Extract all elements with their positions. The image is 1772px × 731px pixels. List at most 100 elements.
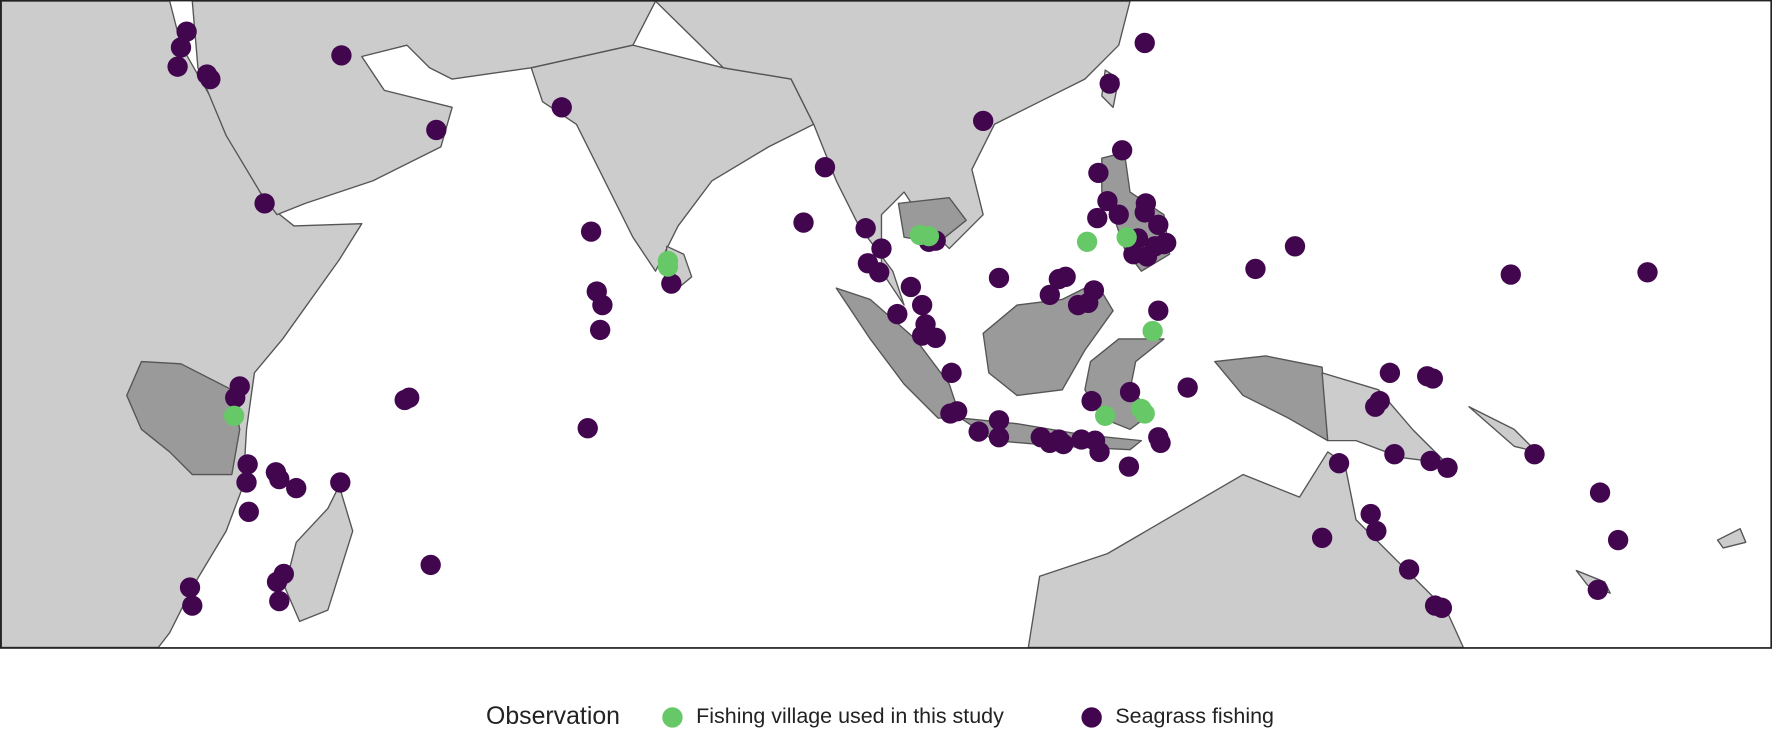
seagrass-point bbox=[236, 472, 257, 493]
seagrass-point bbox=[1366, 520, 1387, 542]
seagrass-point bbox=[182, 595, 203, 616]
seagrass-point bbox=[1111, 140, 1133, 161]
seagrass-point bbox=[1637, 262, 1658, 283]
seagrass-point bbox=[855, 218, 876, 239]
seagrass-point bbox=[176, 21, 197, 42]
seagrass-point bbox=[1089, 441, 1110, 463]
legend-title: Observation bbox=[486, 703, 620, 730]
observation-points bbox=[167, 21, 1658, 619]
basemap bbox=[0, 0, 1772, 649]
seagrass-point bbox=[988, 427, 1010, 448]
seagrass-point bbox=[1150, 432, 1171, 454]
seagrass-point bbox=[1134, 202, 1155, 223]
seagrass-point bbox=[200, 68, 221, 90]
seagrass-point bbox=[1500, 264, 1521, 285]
seagrass-point bbox=[1379, 362, 1401, 384]
fiji bbox=[1716, 528, 1747, 549]
seagrass-point bbox=[237, 454, 258, 475]
seagrass-point bbox=[1524, 444, 1545, 465]
seagrass-point bbox=[1083, 280, 1105, 301]
seagrass-point bbox=[911, 294, 933, 316]
seagrass-point bbox=[1156, 232, 1177, 254]
seagrass-point bbox=[1119, 381, 1141, 403]
seagrass-point bbox=[394, 389, 415, 411]
seagrass-point bbox=[814, 157, 836, 178]
village-point bbox=[1134, 403, 1155, 424]
seagrass-point bbox=[1607, 529, 1629, 551]
seagrass-point bbox=[238, 501, 259, 522]
village-point bbox=[1116, 227, 1137, 248]
legend-swatch bbox=[1081, 707, 1102, 728]
seagrass-point bbox=[1431, 597, 1453, 619]
seagrass-point bbox=[900, 276, 922, 298]
seagrass-point bbox=[1422, 368, 1444, 389]
village-point bbox=[918, 225, 940, 247]
tanzania bbox=[126, 360, 241, 476]
seagrass-point bbox=[1088, 162, 1109, 184]
seagrass-point bbox=[1328, 453, 1350, 474]
madagascar bbox=[284, 485, 354, 623]
legend-swatch bbox=[662, 707, 683, 728]
seagrass-point bbox=[269, 590, 290, 612]
east-asia bbox=[654, 0, 1131, 306]
seagrass-point bbox=[1097, 190, 1118, 212]
legend-label: Fishing village used in this study bbox=[696, 704, 1004, 728]
seagrass-point bbox=[577, 418, 598, 439]
seagrass-point bbox=[426, 119, 447, 141]
seagrass-point bbox=[1245, 258, 1266, 280]
seagrass-point bbox=[254, 193, 275, 214]
seagrass-point bbox=[1039, 284, 1060, 306]
seagrass-point bbox=[273, 563, 294, 585]
map-frame bbox=[0, 0, 1772, 649]
seagrass-point bbox=[1365, 396, 1386, 417]
seagrass-point bbox=[580, 221, 602, 242]
seagrass-point bbox=[551, 97, 572, 118]
seagrass-point bbox=[1437, 457, 1458, 478]
seagrass-point bbox=[1087, 207, 1108, 229]
seagrass-point bbox=[1099, 73, 1120, 94]
seagrass-point bbox=[661, 273, 682, 294]
seagrass-point bbox=[1589, 482, 1611, 503]
village-point bbox=[1142, 320, 1163, 342]
seagrass-point bbox=[988, 410, 1010, 431]
seagrass-point bbox=[225, 387, 246, 408]
village-point bbox=[1095, 405, 1116, 426]
seagrass-point bbox=[286, 477, 307, 499]
village-point bbox=[1076, 231, 1098, 252]
seagrass-point bbox=[1081, 390, 1102, 412]
seagrass-point bbox=[947, 401, 968, 422]
seagrass-point bbox=[1053, 433, 1074, 455]
seagrass-point bbox=[331, 45, 352, 66]
seagrass-point bbox=[1587, 579, 1608, 600]
seagrass-point bbox=[1134, 32, 1155, 54]
seagrass-point bbox=[972, 110, 994, 132]
seagrass-point bbox=[589, 319, 611, 341]
seagrass-point bbox=[1055, 266, 1076, 287]
seagrass-point bbox=[968, 421, 989, 442]
seagrass-point bbox=[1118, 456, 1140, 477]
seagrass-point bbox=[793, 212, 814, 233]
seagrass-point bbox=[1177, 377, 1198, 398]
seagrass-point bbox=[1384, 444, 1405, 465]
seagrass-point bbox=[887, 303, 908, 325]
seagrass-point bbox=[1108, 204, 1129, 225]
seagrass-point bbox=[941, 362, 962, 384]
seagrass-point bbox=[592, 294, 613, 316]
village-point bbox=[657, 256, 679, 277]
seagrass-point bbox=[179, 577, 201, 598]
legend-label: Seagrass fishing bbox=[1115, 704, 1274, 728]
seagrass-point bbox=[1360, 503, 1381, 525]
seagrass-point bbox=[1148, 300, 1169, 321]
seagrass-point bbox=[869, 262, 890, 283]
seagrass-point bbox=[1284, 236, 1306, 257]
seagrass-point bbox=[911, 325, 933, 346]
seagrass-point bbox=[1311, 527, 1333, 548]
seagrass-point bbox=[420, 554, 441, 576]
village-point bbox=[223, 405, 245, 426]
seagrass-point bbox=[988, 267, 1010, 289]
seagrass-point bbox=[1123, 244, 1144, 265]
seagrass-point bbox=[1148, 214, 1169, 236]
seagrass-point bbox=[1420, 450, 1441, 472]
